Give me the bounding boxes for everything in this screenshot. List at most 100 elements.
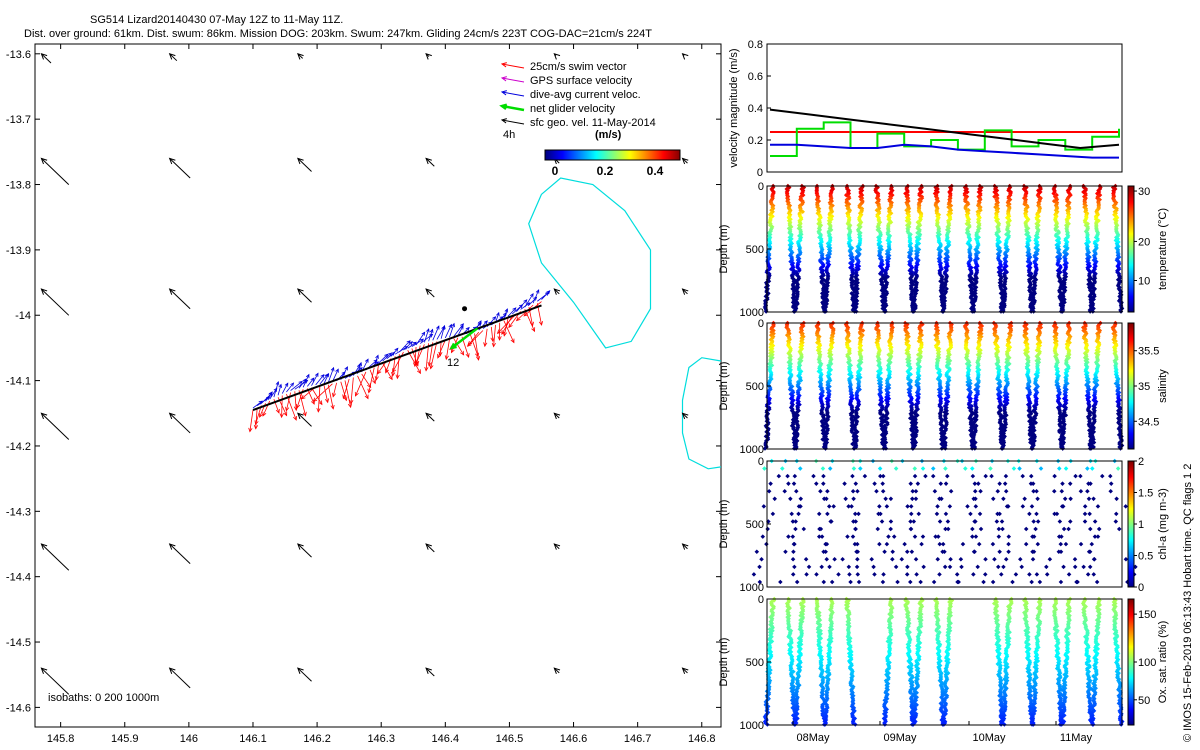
legend-label: sfc geo. vel. 11-May-2014 <box>530 117 656 129</box>
profile-sample <box>972 549 977 554</box>
geo-dot <box>462 306 468 312</box>
profile-sample <box>916 511 922 517</box>
legend-arrow <box>499 103 525 112</box>
swim-vector <box>316 386 321 413</box>
profile-sample <box>930 473 936 479</box>
profile-sample <box>806 564 812 570</box>
geo-velocity-arrow <box>425 412 435 422</box>
profile-sample <box>792 564 797 570</box>
profile-sample <box>770 511 776 517</box>
colorbar-cell <box>564 150 566 160</box>
colorbar-cell <box>667 150 669 160</box>
profile-sample <box>782 488 787 494</box>
profile-sample <box>804 572 809 577</box>
profile-sample <box>884 504 890 509</box>
geo-velocity-arrow <box>553 53 561 60</box>
profile-colorbar-tick-label: 34.5 <box>1138 416 1159 428</box>
profile-sample <box>801 526 807 532</box>
profile-colorbar-label: temperature (°C) <box>1157 208 1169 290</box>
colorbar-cell <box>633 150 635 160</box>
isobath-reef <box>528 177 652 349</box>
geo-velocity-arrow <box>425 53 432 60</box>
profile-sample <box>948 488 954 494</box>
geo-velocity-arrow <box>168 53 178 62</box>
velocity-y-label: velocity magnitude (m/s) <box>728 48 740 167</box>
map-x-tick-label: 145.9 <box>111 733 139 745</box>
depth-tick-label: 0 <box>758 181 764 193</box>
legend-arrow <box>500 118 525 125</box>
swim-vector <box>342 378 350 400</box>
net-velocity-arrow <box>449 327 479 350</box>
profile-sample <box>883 496 888 502</box>
profile-sample <box>910 496 915 502</box>
swim-vector <box>453 338 465 356</box>
profile-sample <box>790 519 796 524</box>
colorbar-cell <box>660 150 662 160</box>
profile-sample <box>947 564 953 570</box>
dac-vector <box>424 328 430 343</box>
legend-arrow <box>500 90 525 97</box>
profile-sample <box>751 572 757 577</box>
swim-vector <box>312 383 333 403</box>
swim-vector <box>503 320 515 344</box>
colorbar-cell <box>635 150 637 160</box>
colorbar-cell <box>594 150 596 160</box>
colorbar-cell <box>579 150 581 160</box>
colorbar-cell <box>591 150 593 160</box>
profile-sample <box>855 488 860 494</box>
dac-vector <box>428 328 434 342</box>
profile-sample <box>761 504 767 509</box>
profile-sample <box>785 473 790 479</box>
colorbar-cell <box>653 150 655 160</box>
dac-vector <box>265 391 273 402</box>
figure-title: SG514 Lizard20140430 07-May 12Z to 11-Ma… <box>90 14 343 26</box>
map-x-tick-label: 146.8 <box>688 733 716 745</box>
profile-sample <box>778 579 783 585</box>
colorbar-cell <box>618 150 620 160</box>
colorbar-cell <box>677 150 679 160</box>
profile-sample <box>825 511 830 517</box>
colorbar-cell <box>556 150 558 160</box>
geo-velocity-arrow <box>168 667 191 689</box>
colorbar-cell <box>555 150 557 160</box>
legend-arrow <box>500 62 525 69</box>
dac-vector <box>302 373 310 388</box>
colorbar-cell <box>580 150 582 160</box>
profile-sample <box>855 572 861 577</box>
profile-sample <box>884 541 890 547</box>
colorbar-cell <box>587 150 589 160</box>
dac-vector <box>307 377 315 387</box>
dac-vector <box>281 382 289 394</box>
profile-sample <box>827 564 832 570</box>
colorbar-cell <box>658 150 660 160</box>
colorbar-tick-label: 0.2 <box>597 164 614 178</box>
colorbar-cell <box>621 150 623 160</box>
profile-sample <box>902 541 907 547</box>
geo-velocity-arrow <box>681 157 689 165</box>
map-x-tick-label: 146.6 <box>560 733 588 745</box>
colorbar-cell <box>662 150 664 160</box>
colorbar-cell <box>589 150 591 160</box>
profile-sample <box>853 481 859 486</box>
swim-vector <box>367 367 375 394</box>
swim-vector <box>285 392 292 412</box>
profile-sample <box>937 541 942 547</box>
profile-sample <box>890 549 895 554</box>
profile-sample <box>811 473 816 479</box>
colorbar-cell <box>652 150 654 160</box>
colorbar-cell <box>657 150 659 160</box>
profile-sample <box>908 504 914 509</box>
profile-sample <box>768 481 773 486</box>
colorbar-cell <box>678 150 680 160</box>
swim-vector <box>327 384 335 410</box>
colorbar-cell <box>645 150 647 160</box>
colorbar-cell <box>650 150 652 160</box>
colorbar-cell <box>547 150 549 160</box>
profile-sample <box>945 526 951 532</box>
colorbar-cell <box>602 150 604 160</box>
profile-sample <box>786 534 791 539</box>
colorbar-frame <box>544 149 681 161</box>
geo-velocity-arrow <box>297 412 312 427</box>
colorbar-cell <box>629 150 631 160</box>
